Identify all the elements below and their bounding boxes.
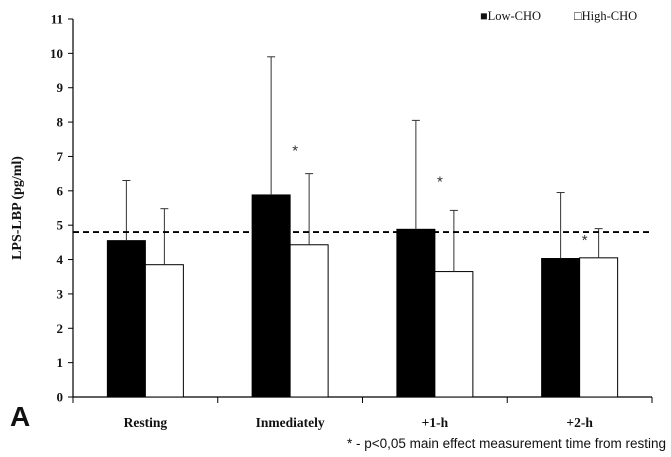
significance-marker: * <box>437 174 443 191</box>
bar-low-cho <box>396 228 436 398</box>
y-tick-label: 3 <box>57 286 64 301</box>
legend-label-low-cho: Low-CHO <box>488 9 541 23</box>
y-tick-label: 6 <box>57 183 64 198</box>
y-tick-label: 10 <box>50 46 63 61</box>
legend-label-high-cho: High-CHO <box>582 9 638 23</box>
legend: ■Low-CHO □High-CHO <box>480 9 637 23</box>
x-category-label: Resting <box>124 415 168 430</box>
x-category-label: +2-h <box>566 415 593 430</box>
y-tick-label: 7 <box>57 149 64 164</box>
y-tick-label: 1 <box>57 355 64 370</box>
y-tick-label: 8 <box>57 115 64 130</box>
panel-label: A <box>10 401 30 432</box>
x-axis: Resting Inmediately +1-h +2-h <box>72 396 653 430</box>
footnote: * - p<0,05 main effect measurement time … <box>347 436 666 451</box>
bar-high-cho <box>434 271 474 398</box>
legend-symbol-low-cho: ■ <box>480 9 488 23</box>
x-category-label: +1-h <box>422 415 449 430</box>
y-tick-label: 5 <box>57 218 64 233</box>
bar-high-cho <box>579 257 619 398</box>
legend-symbol-high-cho: □ <box>574 9 582 23</box>
y-tick-label: 4 <box>57 252 64 267</box>
y-tick-label: 2 <box>57 321 64 336</box>
y-axis-title: LPS-LBP (pg/ml) <box>10 156 25 260</box>
significance-marker: * <box>582 232 588 249</box>
bar-low-cho <box>251 194 291 398</box>
bar-low-cho <box>106 240 146 398</box>
y-tick-label: 0 <box>57 390 64 405</box>
legend-item-low-cho: ■Low-CHO <box>480 9 541 23</box>
significance-markers: * * * <box>292 143 588 249</box>
error-bars <box>122 56 603 272</box>
y-axis: 0 1 2 3 4 5 6 7 8 9 10 11 <box>50 12 74 405</box>
y-tick-label: 9 <box>57 80 64 95</box>
x-category-label: Inmediately <box>256 415 325 430</box>
significance-marker: * <box>292 143 298 160</box>
bar-high-cho <box>289 244 329 398</box>
y-tick-label: 11 <box>51 12 63 27</box>
legend-item-high-cho: □High-CHO <box>574 9 637 23</box>
bar-high-cho <box>144 264 184 398</box>
bars <box>106 194 619 398</box>
bar-low-cho <box>541 258 581 398</box>
